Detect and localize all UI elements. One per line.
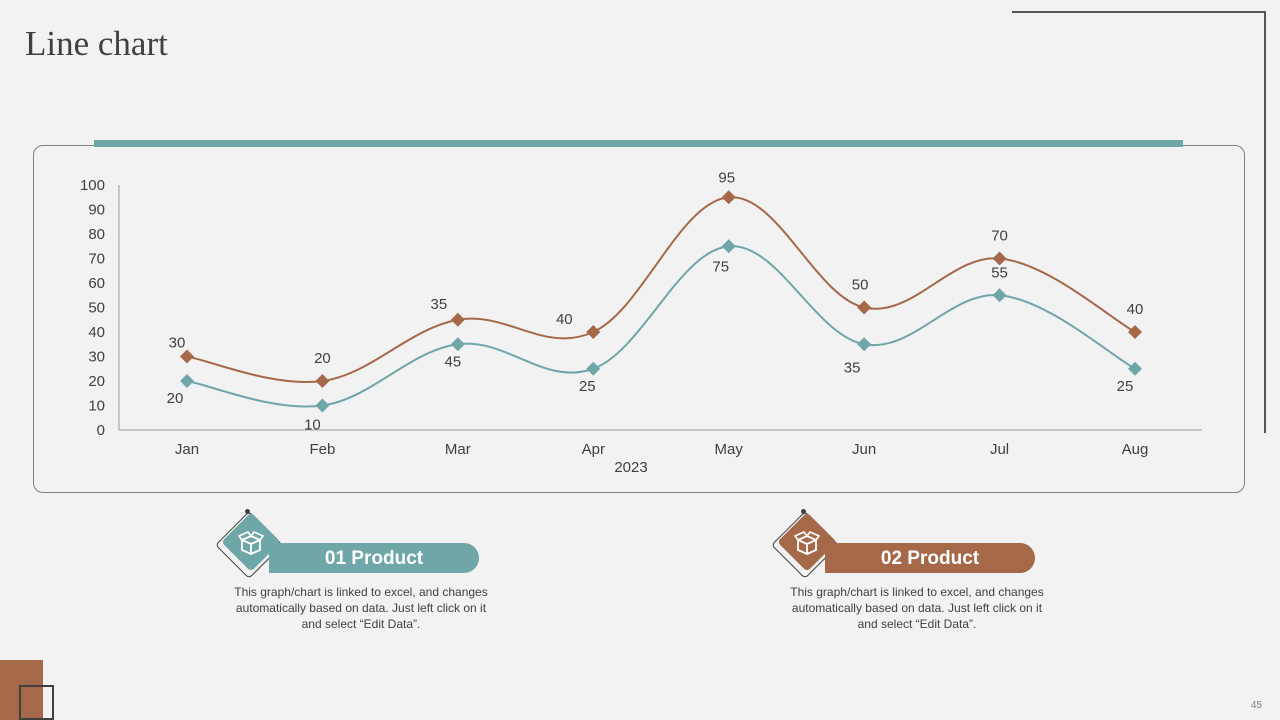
y-tick-label: 20: [88, 373, 105, 390]
y-tick-label: 40: [88, 324, 105, 341]
decor-square-fill: [0, 660, 43, 720]
data-label: 30: [169, 335, 186, 352]
x-tick-label: Jul: [990, 441, 1009, 458]
data-point-marker: [992, 288, 1007, 303]
data-point-marker: [992, 251, 1007, 266]
data-label: 10: [304, 417, 321, 434]
data-label: 25: [1117, 378, 1134, 395]
data-label: 20: [314, 350, 331, 367]
data-point-marker: [180, 374, 194, 388]
data-point-marker: [586, 325, 601, 339]
series-line-2: [186, 196, 1136, 383]
data-label: 40: [1127, 301, 1144, 318]
corner-line-vertical: [1264, 11, 1266, 433]
box-icon: [793, 531, 821, 555]
data-label: 70: [991, 228, 1008, 245]
legend-description-1: This graph/chart is linked to excel, and…: [234, 585, 488, 631]
data-point-marker: [721, 190, 736, 205]
y-tick-label: 60: [88, 275, 105, 292]
x-tick-label: Jun: [852, 441, 876, 458]
y-tick-label: 0: [97, 422, 105, 439]
x-tick-label: Mar: [445, 441, 471, 458]
data-label: 95: [718, 169, 735, 186]
data-point-marker: [857, 300, 872, 315]
legend-pill: 01 Product: [269, 543, 479, 573]
y-tick-label: 100: [80, 177, 105, 194]
box-icon: [237, 531, 265, 555]
data-label: 75: [712, 258, 729, 275]
data-label: 25: [579, 378, 596, 395]
data-point-marker: [857, 337, 872, 352]
y-tick-label: 30: [88, 349, 105, 366]
data-label: 35: [844, 359, 861, 376]
page-number: 45: [1250, 700, 1262, 711]
data-point-marker: [315, 398, 330, 413]
legend-description-2: This graph/chart is linked to excel, and…: [790, 585, 1044, 631]
legend-dot: [801, 509, 806, 514]
y-tick-label: 10: [88, 398, 105, 415]
y-tick-label: 70: [88, 251, 105, 268]
data-point-marker: [721, 239, 736, 254]
x-tick-label: Feb: [309, 441, 335, 458]
data-point-marker: [586, 361, 601, 376]
x-tick-label: Jan: [175, 441, 199, 458]
teal-accent-bar: [94, 140, 1183, 147]
series-line-1: [186, 245, 1136, 408]
y-tick-label: 90: [88, 202, 105, 219]
x-tick-label: Apr: [582, 441, 605, 458]
legend-pill: 02 Product: [825, 543, 1035, 573]
data-point-marker: [1128, 361, 1142, 376]
data-point-marker: [180, 349, 194, 364]
x-tick-label: May: [715, 441, 744, 458]
slide-title: Line chart: [25, 24, 168, 63]
data-label: 50: [852, 277, 869, 294]
y-tick-label: 50: [88, 300, 105, 317]
legend-dot: [245, 509, 250, 514]
data-point-marker: [450, 337, 465, 352]
data-point-marker: [315, 374, 330, 388]
decor-square-outline: [19, 685, 54, 720]
legend-product-2: 02 Product: [771, 509, 1043, 589]
data-label: 55: [991, 264, 1008, 281]
data-label: 40: [556, 311, 573, 328]
corner-line-horizontal: [1012, 11, 1266, 13]
legend-label: 02 Product: [880, 548, 980, 569]
legend-product-1: 01 Product: [215, 509, 487, 589]
data-label: 20: [167, 390, 184, 407]
data-label: 35: [431, 296, 448, 313]
data-label: 45: [445, 353, 462, 370]
data-point-marker: [450, 312, 465, 327]
x-tick-label: Aug: [1122, 441, 1149, 458]
data-point-marker: [1128, 325, 1142, 339]
x-axis-title: 2023: [614, 459, 647, 476]
y-tick-label: 80: [88, 226, 105, 243]
legend-label: 01 Product: [324, 548, 424, 569]
